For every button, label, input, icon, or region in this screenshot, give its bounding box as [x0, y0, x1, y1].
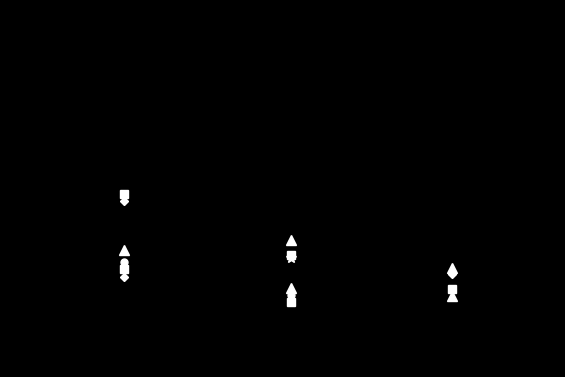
Text: Bultmann 2002 adj males: Bultmann 2002 adj males	[388, 58, 514, 68]
Text: Bhui & Fletcher 2000 adj females: Bhui & Fletcher 2000 adj females	[176, 35, 339, 46]
Text: Brown 2005 adj females: Brown 2005 adj females	[176, 58, 294, 68]
Text: Wolin 2007 adj females: Wolin 2007 adj females	[388, 125, 503, 135]
Text: Bultmann 2002 adj females: Bultmann 2002 adj females	[176, 80, 311, 90]
Text: Cooper-Patrick 1997: Cooper-Patrick 1997	[388, 80, 487, 90]
Text: Bernaards 2006 adj: Bernaards 2006 adj	[176, 13, 272, 23]
Text: Wiles 2007 males: Wiles 2007 males	[388, 103, 475, 112]
Text: Brown 2005 females: Brown 2005 females	[388, 35, 489, 46]
Text: Wiles 2007 adj males: Wiles 2007 adj males	[176, 125, 280, 135]
Text: Bhui & Fletcher 2000 adj males: Bhui & Fletcher 2000 adj males	[388, 13, 542, 23]
Text: Cooper-Patrick 1997 adj: Cooper-Patrick 1997 adj	[176, 103, 293, 112]
